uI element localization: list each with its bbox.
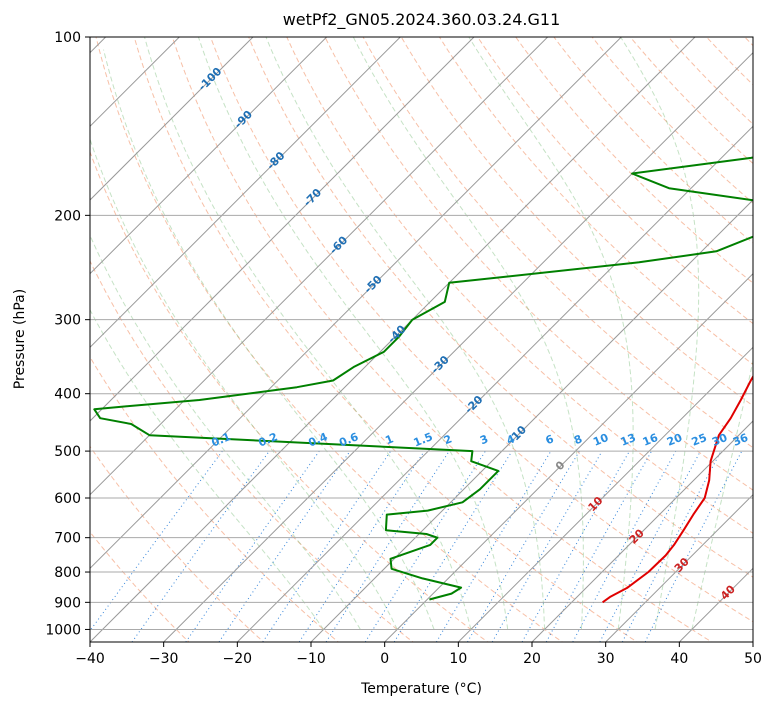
- moist-adiabat: [352, 37, 584, 630]
- y-axis-label: Pressure (hPa): [12, 289, 28, 389]
- moist-adiabat: [620, 37, 700, 630]
- moist-adiabat: [103, 49, 435, 630]
- x-tick-label: 30: [597, 651, 615, 667]
- y-tick-label: 500: [54, 444, 81, 460]
- isotherm-line: [90, 37, 623, 570]
- isotherm-line: [90, 37, 328, 275]
- mixing-ratio-label: 1: [383, 432, 395, 447]
- mixing-ratio-label: 16: [641, 431, 660, 449]
- isotherm-line: [90, 37, 475, 422]
- y-tick-label: 1000: [45, 622, 81, 638]
- mixing-ratio-label: 25: [690, 431, 709, 449]
- mixing-ratio-line: [572, 450, 677, 642]
- isotherm-line: [90, 37, 696, 642]
- x-tick-label: 10: [449, 651, 467, 667]
- dewpoint-profile: [93, 156, 753, 601]
- x-tick-label: −30: [149, 651, 179, 667]
- mixing-ratio-line: [298, 450, 425, 642]
- isotherm-line: [531, 420, 753, 642]
- moist-adiabat: [468, 37, 634, 630]
- grid-lines: [90, 37, 753, 642]
- x-tick-label: 0: [380, 651, 389, 667]
- x-tick-label: 40: [670, 651, 688, 667]
- mixing-ratio-label: 10: [591, 431, 610, 449]
- x-tick-label: 50: [744, 651, 762, 667]
- mixing-ratio-line: [185, 450, 320, 642]
- moist-adiabat: [265, 37, 546, 630]
- y-tick-label: 600: [54, 491, 81, 507]
- isotherm-line: [310, 199, 753, 642]
- isotherm-line: [162, 51, 753, 642]
- mixing-ratio-label: 3: [478, 432, 490, 447]
- mixing-ratio-label: 13: [619, 431, 638, 449]
- temperature-profile: [602, 374, 753, 604]
- y-tick-label: 200: [54, 208, 81, 224]
- dry-adiabat: [324, 37, 753, 491]
- mixing-ratio-line: [325, 450, 450, 642]
- isotherm-line: [236, 125, 753, 642]
- dry-adiabat: [286, 37, 753, 534]
- isotherm-line: [90, 37, 402, 349]
- mixing-ratio-label: 20: [665, 431, 684, 449]
- chart-title: wetPf2_GN05.2024.360.03.24.G11: [283, 10, 561, 30]
- y-axis: 100 200 300 400 500 600 700 800 900 1000: [45, 30, 90, 638]
- mixing-ratio-line: [90, 450, 223, 632]
- mixing-ratio-label: 30: [710, 431, 729, 449]
- x-axis-label: Temperature (°C): [360, 681, 482, 697]
- y-tick-label: 700: [54, 531, 81, 547]
- mixing-ratio-line: [262, 450, 392, 642]
- mixing-ratio-line: [218, 450, 351, 642]
- mixing-ratio-line: [545, 450, 653, 642]
- isotherm-line: [457, 346, 753, 642]
- mixing-ratio-line: [131, 450, 270, 642]
- isotherm-line: [383, 272, 753, 642]
- moist-adiabat: [197, 37, 509, 630]
- isotherm-line: [90, 37, 549, 496]
- dry-adiabat: [438, 37, 753, 366]
- x-tick-label: −40: [75, 651, 105, 667]
- dry-adiabat: [171, 37, 713, 642]
- data-series: [93, 156, 753, 604]
- x-tick-label: −10: [296, 651, 326, 667]
- y-tick-label: 900: [54, 595, 81, 611]
- mixing-ratio-label: 36: [731, 431, 750, 449]
- moist-adiabat: [90, 308, 325, 630]
- plot-frame: [89, 36, 754, 643]
- y-tick-label: 100: [54, 30, 81, 46]
- x-axis: −40 −30 −20 −10 0 10 20 30 40 50: [75, 642, 762, 667]
- y-tick-label: 300: [54, 313, 81, 329]
- dry-adiabat: [362, 37, 753, 449]
- moist-adiabat: [90, 234, 361, 630]
- moist-adiabat: [691, 358, 753, 630]
- x-tick-label: 20: [523, 651, 541, 667]
- y-tick-label: 800: [54, 565, 81, 581]
- x-tick-label: −20: [223, 651, 253, 667]
- dry-adiabat: [90, 150, 489, 642]
- mixing-ratio-label: 8: [572, 432, 584, 447]
- dry-adiabat: [248, 37, 753, 578]
- isotherm-line: [90, 37, 254, 201]
- y-tick-label: 400: [54, 387, 81, 403]
- mixing-ratio-label: 2: [442, 432, 454, 447]
- isotherm-line: [604, 493, 753, 642]
